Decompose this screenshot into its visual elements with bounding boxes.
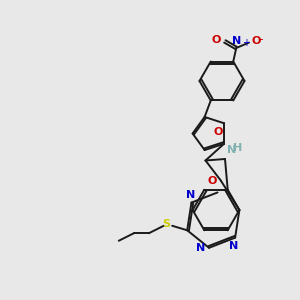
Text: N: N: [226, 146, 236, 155]
Text: N: N: [229, 241, 238, 251]
Text: +: +: [242, 38, 250, 48]
Text: O: O: [251, 36, 261, 46]
Text: O: O: [214, 127, 224, 137]
Text: S: S: [162, 219, 170, 229]
Text: N: N: [232, 36, 241, 46]
Text: N: N: [186, 190, 196, 200]
Text: O: O: [207, 176, 217, 186]
Text: -: -: [259, 33, 263, 46]
Text: O: O: [212, 35, 221, 45]
Text: H: H: [232, 143, 242, 153]
Text: N: N: [196, 243, 206, 253]
